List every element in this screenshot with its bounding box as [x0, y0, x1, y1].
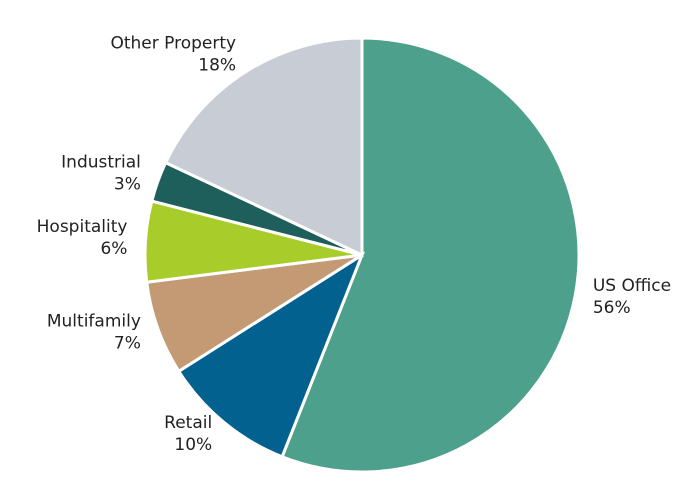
- value-label: 10%: [174, 435, 212, 455]
- category-label: Retail: [164, 413, 212, 433]
- value-label: 3%: [114, 174, 141, 194]
- pie-slice: [280, 36, 581, 474]
- slice-label: Retail 10%: [164, 413, 212, 455]
- value-label: 6%: [100, 239, 127, 259]
- slice-label: Industrial 3%: [61, 152, 141, 194]
- value-label: 18%: [198, 56, 236, 76]
- slice-label: Hospitality 6%: [37, 217, 128, 259]
- category-label: Industrial: [61, 152, 141, 172]
- pie-slice: [176, 251, 366, 459]
- value-label: 56%: [593, 298, 631, 318]
- category-label: US Office: [593, 276, 671, 296]
- category-label: Hospitality: [37, 217, 128, 237]
- slice-label: Multifamily 7%: [47, 312, 141, 354]
- pie-slice: [163, 36, 364, 258]
- value-label: 7%: [114, 334, 141, 354]
- category-label: Other Property: [110, 34, 236, 54]
- slice-label: Other Property 18%: [110, 34, 236, 76]
- category-label: Multifamily: [47, 312, 141, 332]
- slice-label: US Office 56%: [593, 276, 671, 318]
